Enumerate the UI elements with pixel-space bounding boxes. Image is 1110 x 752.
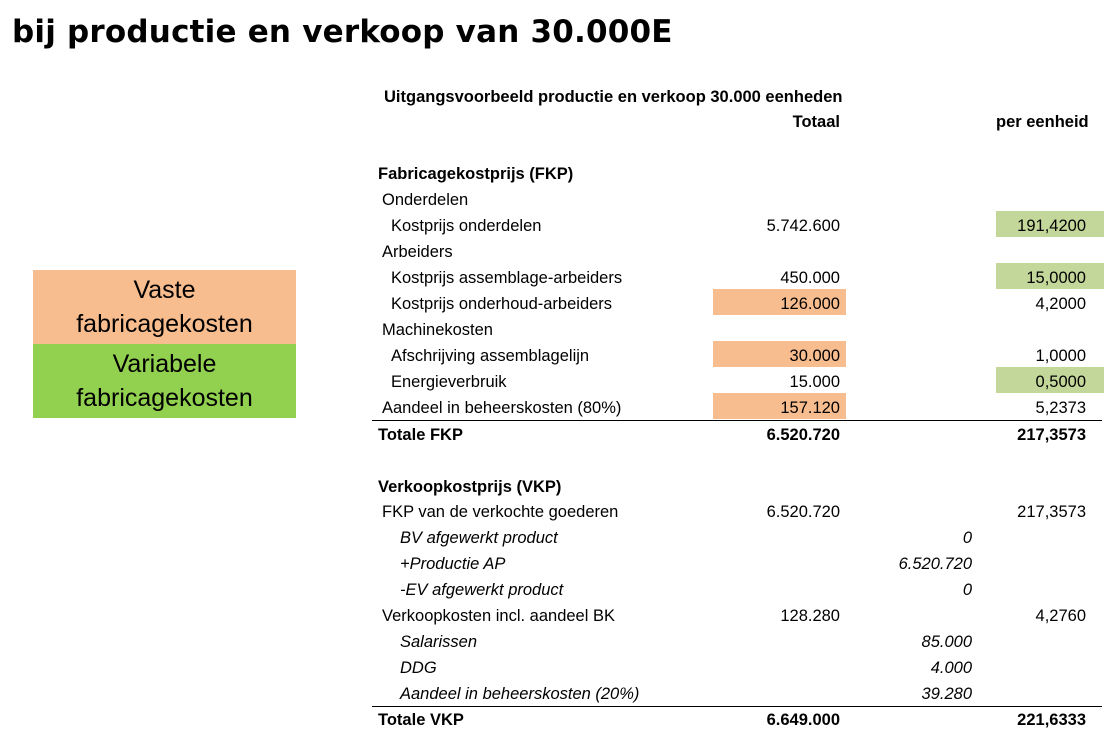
row-total-beheer-fkp: 157.120 bbox=[713, 393, 846, 419]
row-unit-totale-vkp: 221,6333 bbox=[1017, 711, 1086, 729]
row-label-onderhoud: Kostprijs onderhoud-arbeiders bbox=[391, 295, 613, 313]
row-total-onderhoud: 126.000 bbox=[713, 289, 846, 315]
row-label-salarissen: Salarissen bbox=[400, 633, 478, 651]
row-label-totale-fkp: Totale FKP bbox=[378, 426, 463, 444]
row-total-totale-vkp: 6.649.000 bbox=[766, 711, 840, 729]
legend-variable-line1: Variabele bbox=[112, 350, 217, 378]
row-unit-energie: 0,5000 bbox=[996, 367, 1104, 393]
row-total-totale-fkp: 6.520.720 bbox=[766, 426, 840, 444]
legend-fixed-line2: fabricagekosten bbox=[76, 310, 253, 338]
legend-fixed-line1: Vaste bbox=[133, 276, 196, 304]
row-sub-productie: 6.520.720 bbox=[898, 555, 972, 573]
legend-fixed-costs: Vaste fabricagekosten bbox=[33, 270, 296, 344]
row-total-assemblage: 450.000 bbox=[780, 269, 840, 287]
row-label-ddg: DDG bbox=[400, 659, 437, 677]
row-label-beheer-vkp: Aandeel in beheerskosten (20%) bbox=[400, 685, 640, 703]
row-sub-salarissen: 85.000 bbox=[921, 633, 972, 651]
row-unit-kostprijs-onderdelen: 191,4200 bbox=[996, 211, 1104, 237]
column-header-unit: per eenheid bbox=[996, 113, 1089, 131]
cost-table: Uitgangsvoorbeeld productie en verkoop 3… bbox=[372, 0, 1110, 752]
row-unit-fkp-verkocht: 217,3573 bbox=[1017, 503, 1086, 521]
divider-vkp-total bbox=[372, 706, 1102, 707]
row-sub-ddg: 4.000 bbox=[930, 659, 972, 677]
row-label-verkoopkosten: Verkoopkosten incl. aandeel BK bbox=[382, 607, 615, 625]
row-total-fkp-verkocht: 6.520.720 bbox=[766, 503, 840, 521]
row-unit-onderhoud: 4,2000 bbox=[1035, 295, 1086, 313]
row-label-energie: Energieverbruik bbox=[391, 373, 507, 391]
vkp-heading: Verkoopkostprijs (VKP) bbox=[378, 478, 562, 496]
fkp-group-machinekosten: Machinekosten bbox=[382, 321, 493, 339]
row-label-afschrijving: Afschrijving assemblagelijn bbox=[391, 347, 590, 365]
row-total-verkoopkosten: 128.280 bbox=[780, 607, 840, 625]
row-unit-verkoopkosten: 4,2760 bbox=[1035, 607, 1086, 625]
row-unit-beheer-fkp: 5,2373 bbox=[1035, 399, 1086, 417]
row-label-bv: BV afgewerkt product bbox=[400, 529, 558, 547]
fkp-group-arbeiders: Arbeiders bbox=[382, 243, 453, 261]
row-total-afschrijving: 30.000 bbox=[713, 341, 846, 367]
row-label-totale-vkp: Totale VKP bbox=[378, 711, 464, 729]
row-label-beheer-fkp: Aandeel in beheerskosten (80%) bbox=[382, 399, 622, 417]
row-total-kostprijs-onderdelen: 5.742.600 bbox=[766, 217, 840, 235]
divider-fkp-total bbox=[372, 420, 1102, 421]
legend-variable-line2: fabricagekosten bbox=[76, 384, 253, 412]
fkp-group-onderdelen: Onderdelen bbox=[382, 191, 469, 209]
table-caption: Uitgangsvoorbeeld productie en verkoop 3… bbox=[384, 88, 843, 106]
row-label-fkp-verkocht: FKP van de verkochte goederen bbox=[382, 503, 619, 521]
row-label-assemblage: Kostprijs assemblage-arbeiders bbox=[391, 269, 623, 287]
row-total-energie: 15.000 bbox=[789, 373, 840, 391]
row-unit-assemblage: 15,0000 bbox=[996, 263, 1104, 289]
row-label-kostprijs-onderdelen: Kostprijs onderdelen bbox=[391, 217, 542, 235]
row-sub-bv: 0 bbox=[962, 529, 972, 547]
fkp-heading: Fabricagekostprijs (FKP) bbox=[378, 165, 574, 183]
row-unit-afschrijving: 1,0000 bbox=[1035, 347, 1086, 365]
row-sub-beheer-vkp: 39.280 bbox=[921, 685, 972, 703]
row-label-ev: -EV afgewerkt product bbox=[400, 581, 564, 599]
legend-variable-costs: Variabele fabricagekosten bbox=[33, 344, 296, 418]
page-title: bij productie en verkoop van 30.000E bbox=[12, 14, 673, 50]
row-label-productie: +Productie AP bbox=[400, 555, 506, 573]
column-header-total: Totaal bbox=[792, 113, 840, 131]
row-sub-ev: 0 bbox=[962, 581, 972, 599]
row-unit-totale-fkp: 217,3573 bbox=[1017, 426, 1086, 444]
